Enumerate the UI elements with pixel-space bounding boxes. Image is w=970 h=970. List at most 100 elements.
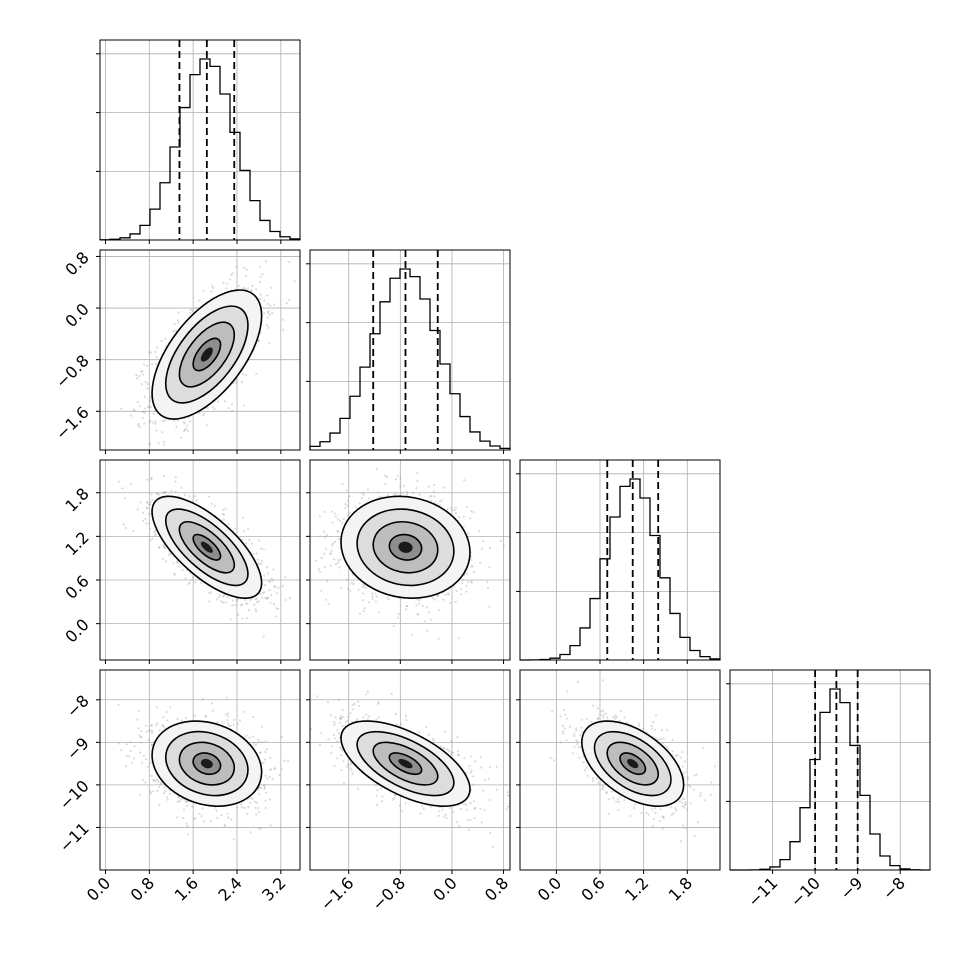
scatter-point xyxy=(710,781,713,784)
scatter-point xyxy=(339,558,342,561)
scatter-point xyxy=(337,530,340,534)
contour-line xyxy=(606,741,659,786)
scatter-point xyxy=(610,790,613,793)
scatter-point xyxy=(149,539,152,542)
scatter-point xyxy=(216,816,219,819)
scatter-point xyxy=(606,716,609,719)
scatter-point xyxy=(202,290,205,293)
scatter-point xyxy=(661,815,664,818)
scatter-point xyxy=(331,544,334,547)
scatter-point xyxy=(486,586,490,590)
scatter-point xyxy=(139,751,142,754)
scatter-point xyxy=(577,746,581,749)
scatter-point xyxy=(670,813,674,816)
scatter-point xyxy=(242,286,245,289)
scatter-point xyxy=(479,807,482,810)
scatter-point xyxy=(473,817,476,820)
scatter-point xyxy=(566,690,569,693)
scatter-point xyxy=(456,750,459,753)
scatter-point xyxy=(602,713,605,717)
scatter-point xyxy=(150,774,153,778)
scatter-point xyxy=(265,597,268,601)
scatter-point xyxy=(288,260,291,263)
scatter-point xyxy=(432,490,435,493)
scatter-point xyxy=(150,743,153,746)
scatter-point xyxy=(264,260,268,263)
scatter-point xyxy=(327,602,330,605)
scatter-point xyxy=(647,813,650,816)
scatter-point xyxy=(626,721,629,725)
scatter-point xyxy=(365,693,368,696)
scatter-point xyxy=(573,735,576,738)
scatter-point xyxy=(667,748,670,751)
scatter-point xyxy=(339,717,342,721)
scatter-point xyxy=(143,395,146,398)
scatter-point xyxy=(268,341,271,345)
scatter-point xyxy=(652,818,655,821)
scatter-point xyxy=(434,501,437,504)
scatter-point xyxy=(487,777,490,780)
contour-line xyxy=(164,508,249,587)
scatter-point xyxy=(619,795,622,799)
scatter-point xyxy=(371,595,374,598)
y-tick-label: −11 xyxy=(56,819,93,856)
scatter-point xyxy=(127,755,131,758)
scatter-point xyxy=(682,824,685,827)
scatter-point xyxy=(260,560,263,563)
scatter-point xyxy=(583,769,587,772)
scatter-point xyxy=(241,617,244,620)
scatter-point xyxy=(229,618,232,621)
scatter-point xyxy=(344,506,347,510)
scatter-point xyxy=(169,706,172,709)
scatter-point xyxy=(393,797,396,800)
scatter-point xyxy=(444,813,447,816)
scatter-point xyxy=(638,722,641,726)
scatter-point xyxy=(305,532,307,534)
x-tick-label: 0.8 xyxy=(127,873,158,904)
scatter-point xyxy=(149,399,152,402)
scatter-point xyxy=(222,281,225,284)
scatter-point xyxy=(442,747,445,750)
scatter-point xyxy=(150,724,153,727)
scatter-point xyxy=(320,732,323,735)
scatter-point xyxy=(480,547,484,550)
scatter-point xyxy=(380,800,384,803)
scatter-point xyxy=(149,351,152,354)
scatter-point xyxy=(422,807,425,810)
scatter-point xyxy=(689,785,692,789)
scatter-point xyxy=(684,827,687,830)
scatter-point xyxy=(342,517,345,521)
scatter-point xyxy=(478,530,481,533)
x-tick-label: −11 xyxy=(744,873,781,910)
scatter-point xyxy=(479,561,482,564)
scatter-point xyxy=(173,573,176,576)
scatter-point xyxy=(269,768,272,771)
scatter-point xyxy=(363,584,366,587)
scatter-point xyxy=(440,499,443,502)
scatter-point xyxy=(177,321,180,324)
scatter-point xyxy=(351,703,354,707)
scatter-point xyxy=(209,591,213,594)
scatter-point xyxy=(188,572,191,575)
panel-3-0 xyxy=(96,669,301,874)
y-tick-label: 0.8 xyxy=(61,248,92,279)
scatter-point xyxy=(135,373,138,377)
scatter-point xyxy=(575,739,578,742)
scatter-point xyxy=(426,606,429,609)
scatter-point xyxy=(488,546,492,550)
scatter-point xyxy=(198,412,201,415)
scatter-point xyxy=(455,821,458,824)
scatter-point xyxy=(138,375,141,378)
scatter-point xyxy=(580,718,583,721)
panel-frame xyxy=(99,39,301,241)
scatter-point xyxy=(257,807,260,810)
scatter-point xyxy=(210,290,213,293)
panel-frame xyxy=(99,669,301,871)
contour-line xyxy=(593,730,672,797)
scatter-point xyxy=(662,816,666,819)
scatter-point xyxy=(281,584,284,588)
scatter-point xyxy=(176,718,179,721)
scatter-point xyxy=(427,733,430,737)
scatter-point xyxy=(251,233,253,235)
scatter-point xyxy=(257,339,261,342)
